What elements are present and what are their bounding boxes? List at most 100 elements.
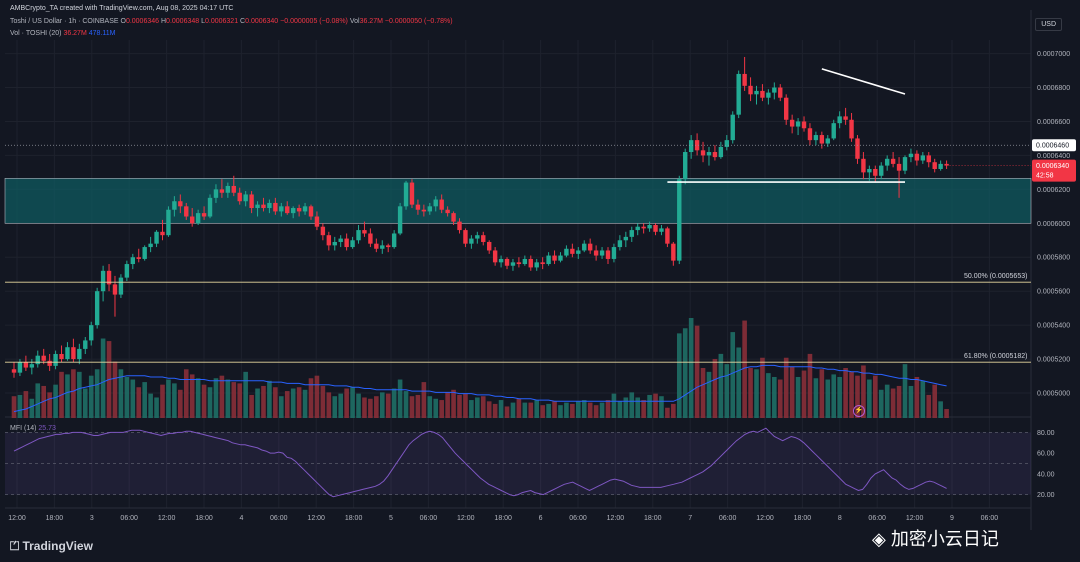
mfi-tick-label: 80.00 <box>1037 430 1055 437</box>
candle-body <box>77 348 82 360</box>
volume-bar <box>843 368 848 418</box>
candle-body <box>492 250 498 263</box>
candle-body <box>683 152 688 180</box>
candle-body <box>142 247 147 259</box>
candle-body <box>362 230 367 234</box>
mfi-legend[interactable]: MFI (14) 25.73 <box>10 425 56 432</box>
volume-bar <box>183 369 189 418</box>
candle-body <box>873 168 878 176</box>
fib-level-label: 50.00% (0.0005653) <box>964 273 1027 280</box>
candle-body <box>279 206 284 212</box>
volume-bar <box>730 332 736 418</box>
time-tick-label: 12:00 <box>307 515 325 522</box>
volume-bar <box>154 397 159 418</box>
volume-bar <box>510 402 516 418</box>
candle-body <box>65 347 70 360</box>
candle-body <box>213 189 219 198</box>
volume-bar <box>896 385 902 418</box>
candle-body <box>772 87 777 93</box>
price-axis[interactable]: 0.0007000 0.0006800 0.0006600 0.0006400 0.00… <box>1032 51 1076 499</box>
candle-body <box>546 255 551 265</box>
volume-bar <box>849 371 854 418</box>
symbol-title[interactable]: Toshi / US Dollar · 1h · COINBASE <box>10 18 119 25</box>
flash-icon[interactable]: ⚡ <box>853 405 865 417</box>
candle-body <box>356 230 361 241</box>
candle-body <box>320 226 326 236</box>
volume-bar <box>623 397 629 418</box>
candle-body <box>647 225 652 229</box>
time-tick-label: 06:00 <box>270 515 288 522</box>
volume-bar <box>516 398 522 418</box>
time-tick-label: 06:00 <box>120 515 138 522</box>
volume-bar <box>938 401 943 418</box>
time-tick-label: 7 <box>688 515 692 522</box>
candle-body <box>896 163 902 171</box>
time-axis[interactable]: 12:00 18:00 3 06:00 12:00 18:00 4 06:00 12:00 18:… <box>8 515 998 522</box>
volume-bar <box>219 375 225 418</box>
volume-bar <box>712 359 718 418</box>
candle-body <box>94 291 100 326</box>
volume-bar <box>617 401 623 418</box>
currency-button[interactable]: USD <box>1035 18 1062 31</box>
volume-bar <box>504 406 510 418</box>
volume-value-a: 36.27M <box>63 30 87 37</box>
volume-bar <box>356 393 361 418</box>
candle-body <box>261 204 266 209</box>
volume-bar <box>172 383 177 418</box>
volume-legend[interactable]: Vol · TOSHI (20) 36.27M 478.11M <box>10 30 115 37</box>
volume-bar <box>94 369 100 418</box>
volume-bar <box>944 409 949 418</box>
candle-body <box>635 226 640 231</box>
candle-body <box>789 119 795 127</box>
volume-bar <box>421 382 427 418</box>
candle-body <box>671 243 676 261</box>
volume-bar <box>528 402 534 418</box>
volume-bar <box>445 392 450 418</box>
volume-bar <box>23 391 29 418</box>
volume-indicator-label[interactable]: Vol · TOSHI (20) <box>10 30 62 37</box>
candle-body <box>100 270 106 292</box>
candle-body <box>843 116 848 120</box>
volume-bar <box>855 375 860 418</box>
candle-body <box>582 243 587 251</box>
candle-body <box>172 201 177 210</box>
candle-body <box>748 85 753 95</box>
time-tick-label: 06:00 <box>569 515 587 522</box>
candle-body <box>308 206 314 217</box>
crosshair-badge <box>1032 139 1076 152</box>
mfi-label[interactable]: MFI (14) <box>10 425 37 432</box>
volume-bar <box>688 318 694 418</box>
volume-bar <box>17 394 23 418</box>
candle-body <box>11 369 17 373</box>
volume-bar <box>409 396 415 418</box>
volume-bar <box>813 378 819 418</box>
volume-bar <box>427 396 433 418</box>
price-tick-label: 0.0006800 <box>1037 85 1070 92</box>
volume-bar <box>166 379 171 418</box>
candle-body <box>59 353 64 360</box>
volume-bar <box>41 385 46 418</box>
candle-body <box>653 225 658 232</box>
ohlc-legend[interactable]: Toshi / US Dollar · 1h · COINBASE O0.000… <box>10 18 453 25</box>
last-price-badge <box>1032 159 1076 182</box>
volume-bar <box>53 384 58 418</box>
volume-bar <box>777 379 783 418</box>
volume-bar <box>748 368 753 418</box>
volume-bar <box>451 389 456 418</box>
candle-body <box>475 235 480 239</box>
volume-bar <box>267 380 272 418</box>
candle-body <box>730 114 735 141</box>
candle-body <box>825 138 830 144</box>
candle-body <box>463 230 468 244</box>
candle-body <box>130 257 135 265</box>
volume-bar <box>593 405 599 418</box>
candle-body <box>778 87 783 98</box>
support-zone-box <box>4 178 1032 224</box>
candle-body <box>403 182 409 207</box>
candle-body <box>694 140 700 151</box>
candle-body <box>932 162 937 169</box>
volume-bar <box>766 373 771 418</box>
volume-bar <box>308 378 314 418</box>
time-tick-label: 06:00 <box>719 515 737 522</box>
